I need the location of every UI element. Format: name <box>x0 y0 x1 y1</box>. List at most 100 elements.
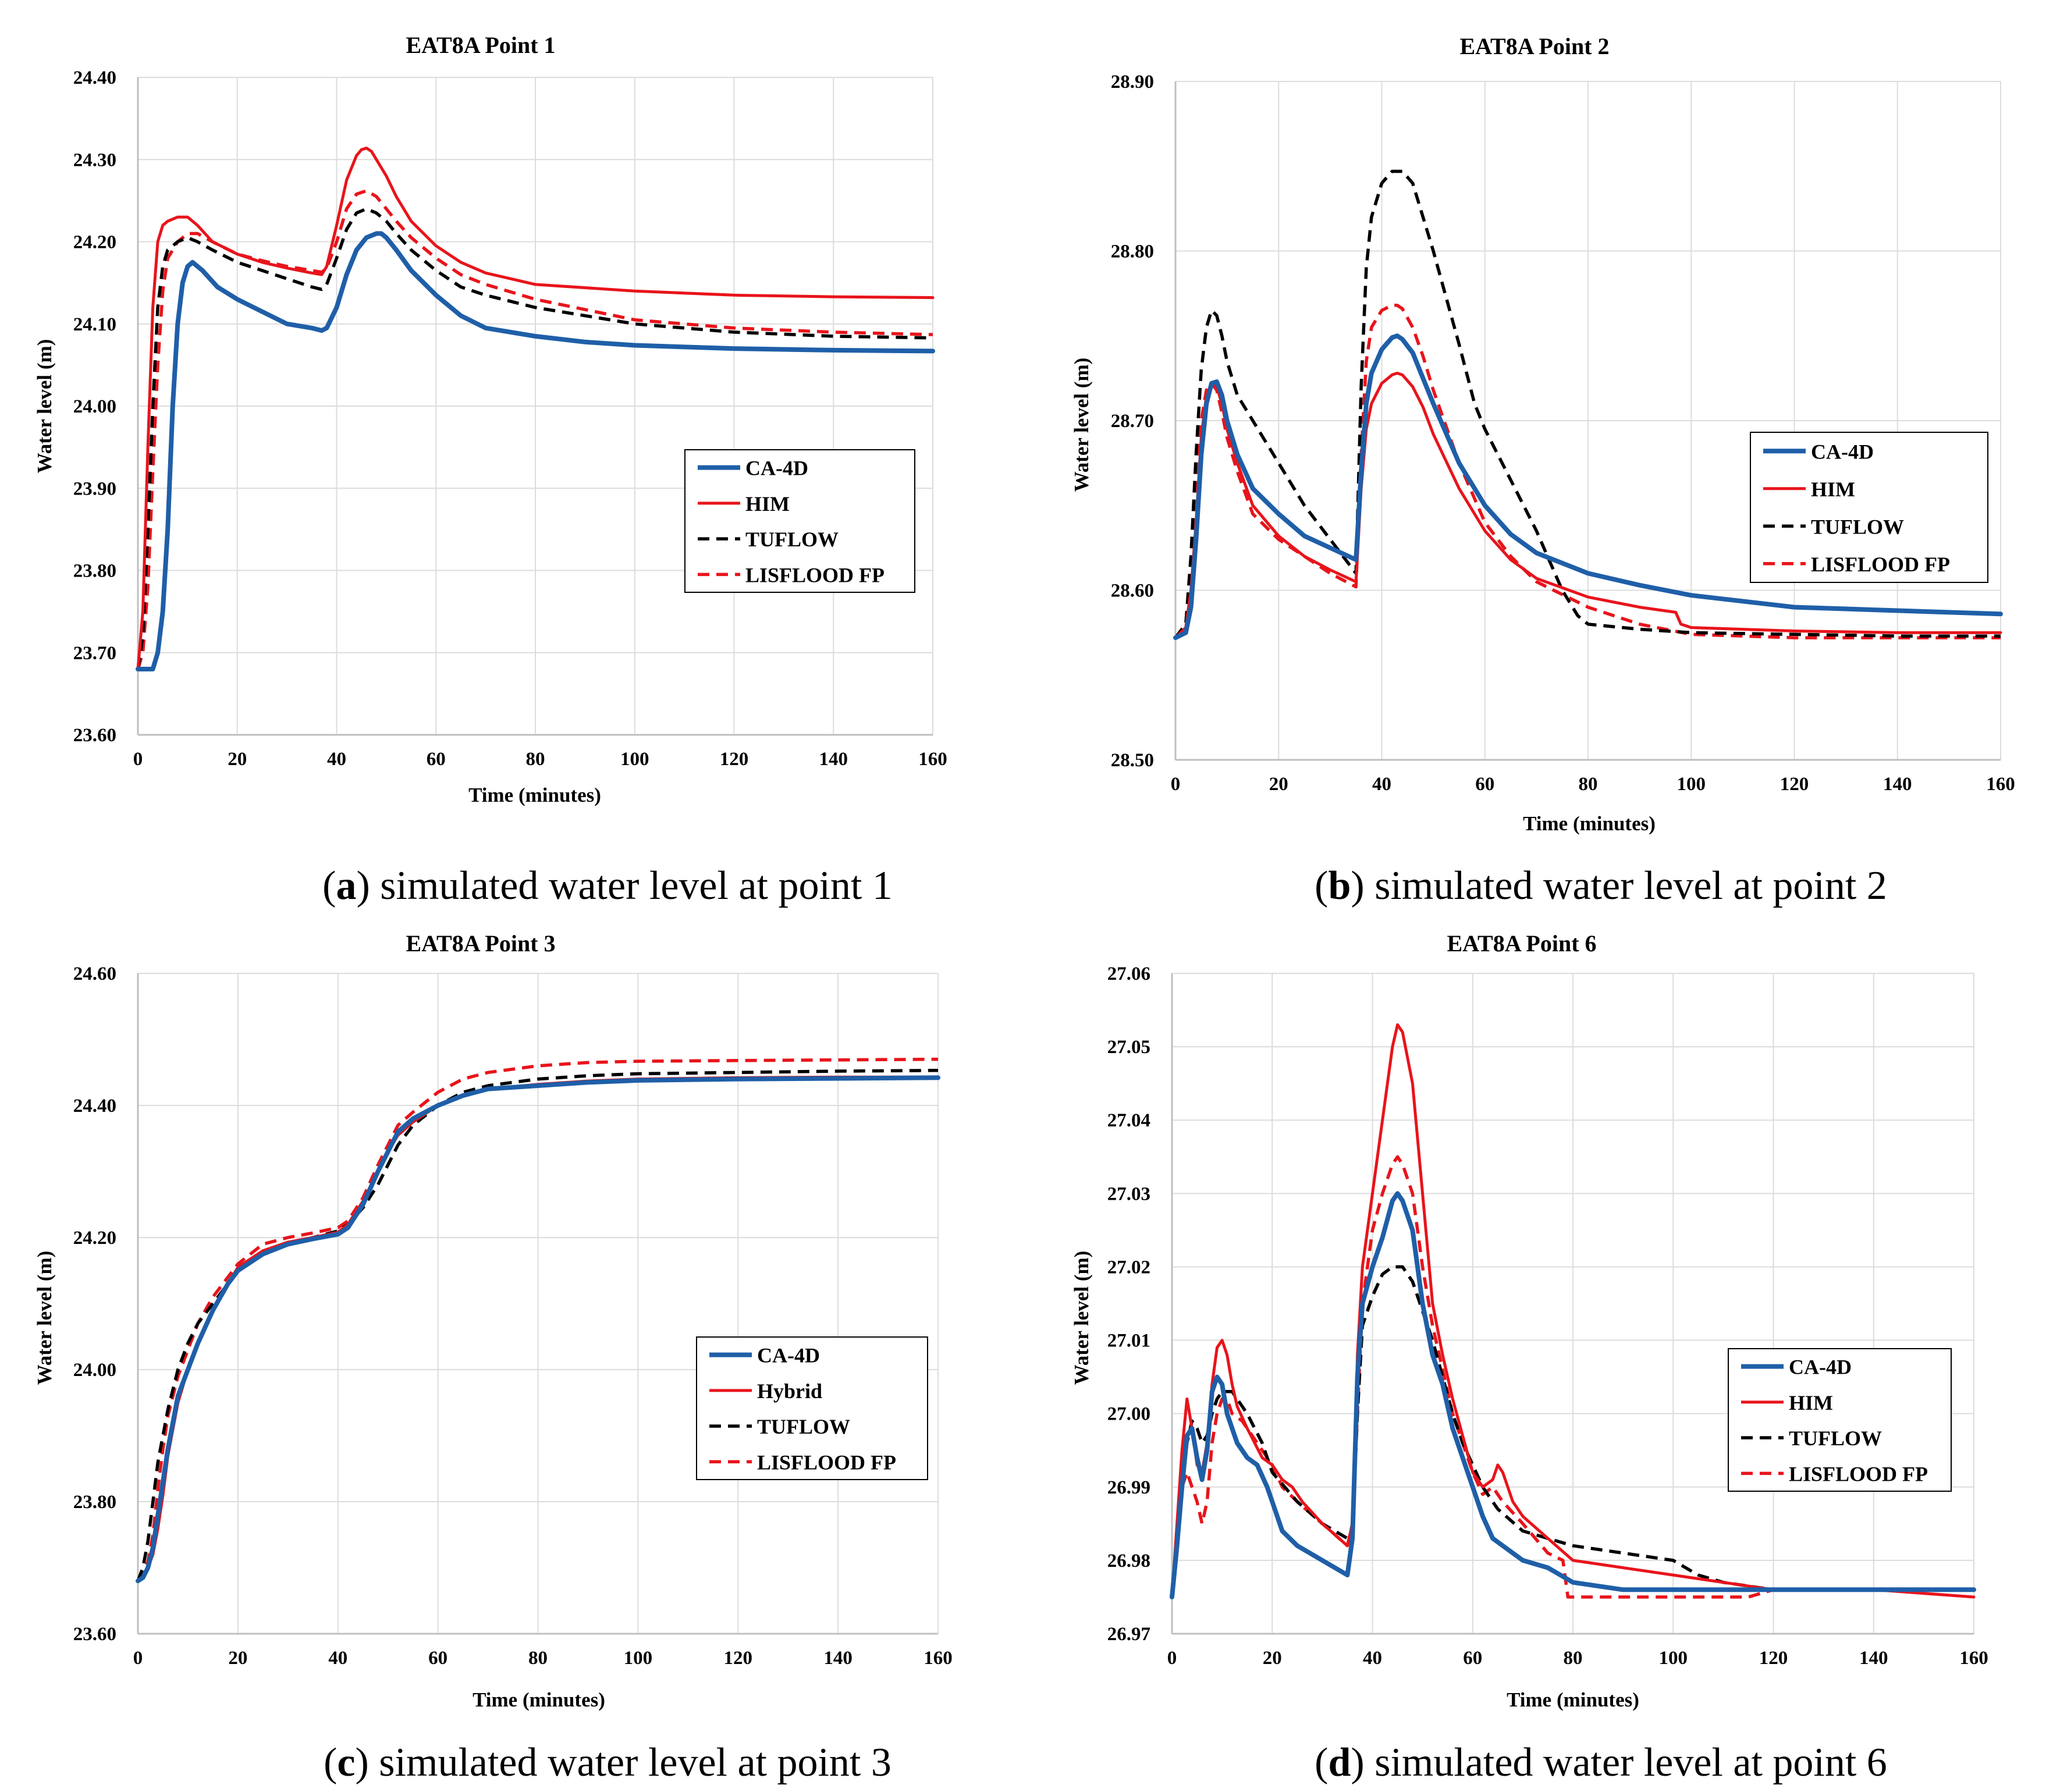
y-tick-label: 24.00 <box>73 396 116 417</box>
y-tick-label: 28.90 <box>1111 72 1154 93</box>
y-axis-label: Water level (m) <box>33 339 56 474</box>
caption: (d) simulated water level at point 6 <box>1315 1740 1887 1785</box>
chart-title: EAT8A Point 3 <box>406 930 555 957</box>
series-line-him <box>1170 1023 1976 1599</box>
legend-box <box>696 1336 928 1480</box>
y-tick-label: 24.20 <box>73 1228 116 1249</box>
caption-letter: d <box>1328 1740 1351 1785</box>
legend-label: HIM <box>745 492 790 515</box>
y-tick-label: 28.80 <box>1111 241 1154 262</box>
series-line-ca-4d <box>136 231 935 671</box>
x-tick-label: 160 <box>924 1648 953 1669</box>
x-axis-label: Time (minutes) <box>468 784 601 806</box>
x-tick-label: 80 <box>1564 1648 1583 1669</box>
series-line-tuflow <box>136 1069 939 1582</box>
y-tick-label: 26.98 <box>1107 1551 1150 1571</box>
y-tick-label: 24.10 <box>73 314 116 335</box>
chart-panel-a: EAT8A Point 1 Water level (m) Time (minu… <box>33 32 947 908</box>
legend: CA-4D HIM TUFLOW LISFLOOD FP <box>1728 1348 1952 1492</box>
y-tick-label: 23.70 <box>73 643 116 664</box>
x-tick-label: 40 <box>327 749 346 770</box>
y-tick-label: 28.60 <box>1111 581 1154 602</box>
x-tick-label: 40 <box>1372 774 1391 795</box>
chart-title: EAT8A Point 1 <box>406 32 555 58</box>
x-tick-label: 0 <box>133 749 143 770</box>
x-axis-label: Time (minutes) <box>473 1688 605 1711</box>
caption: (c) simulated water level at point 3 <box>324 1740 891 1785</box>
series-line-lisflood-fp <box>136 1057 939 1582</box>
caption-letter: a <box>336 863 356 908</box>
x-tick-label: 20 <box>1263 1648 1282 1669</box>
x-tick-label: 100 <box>1677 774 1706 795</box>
y-tick-label: 24.00 <box>73 1360 116 1381</box>
caption: (b) simulated water level at point 2 <box>1315 863 1887 908</box>
legend: CA-4D HIM TUFLOW LISFLOOD FP <box>1750 432 1988 583</box>
x-tick-label: 100 <box>1659 1648 1688 1669</box>
y-tick-label: 27.05 <box>1107 1037 1150 1058</box>
x-tick-label: 80 <box>526 749 545 770</box>
x-tick-label: 80 <box>1579 774 1598 795</box>
legend-label: CA-4D <box>1811 440 1874 463</box>
legend-box <box>1728 1348 1952 1492</box>
caption: (a) simulated water level at point 1 <box>322 863 893 908</box>
x-tick-label: 20 <box>228 1648 247 1669</box>
x-tick-label: 60 <box>428 1648 447 1669</box>
legend-label: TUFLOW <box>757 1415 850 1438</box>
y-tick-label: 23.60 <box>73 725 116 746</box>
y-tick-label: 23.80 <box>73 1492 116 1513</box>
legend: CA-4D HIM TUFLOW LISFLOOD FP <box>684 449 915 593</box>
series-line-him <box>136 147 935 671</box>
x-tick-label: 60 <box>427 749 446 770</box>
caption-letter: b <box>1328 863 1351 908</box>
y-tick-label: 24.40 <box>73 67 116 88</box>
y-tick-label: 27.04 <box>1107 1110 1150 1131</box>
y-axis-label: Water level (m) <box>33 1251 56 1385</box>
caption-text: ) simulated water level at point 1 <box>356 863 892 908</box>
y-tick-label: 26.99 <box>1107 1477 1150 1498</box>
x-tick-label: 0 <box>1167 1648 1177 1669</box>
x-tick-label: 100 <box>624 1648 653 1669</box>
caption-text: ) simulated water level at point 2 <box>1351 863 1887 908</box>
y-tick-label: 27.02 <box>1107 1257 1150 1278</box>
x-tick-label: 0 <box>1171 774 1181 795</box>
x-tick-label: 60 <box>1475 774 1494 795</box>
x-tick-label: 120 <box>1780 774 1809 795</box>
legend-label: LISFLOOD FP <box>1789 1462 1928 1485</box>
legend-label: LISFLOOD FP <box>1811 553 1950 576</box>
caption-text: ) simulated water level at point 6 <box>1351 1740 1887 1785</box>
y-tick-label: 24.30 <box>73 150 116 170</box>
legend-label: CA-4D <box>757 1344 820 1367</box>
x-tick-label: 160 <box>1986 774 2015 795</box>
y-tick-label: 27.00 <box>1107 1404 1150 1425</box>
x-tick-label: 100 <box>620 749 649 770</box>
chart-panel-d: EAT8A Point 6 Water level (m) Time (minu… <box>1070 930 1988 1785</box>
x-axis-label: Time (minutes) <box>1523 812 1656 835</box>
y-tick-label: 24.60 <box>73 963 116 984</box>
y-tick-label: 28.50 <box>1111 750 1154 771</box>
x-tick-label: 160 <box>918 749 947 770</box>
y-tick-label: 24.40 <box>73 1096 116 1117</box>
y-tick-label: 27.03 <box>1107 1183 1150 1204</box>
x-tick-label: 120 <box>1759 1648 1788 1669</box>
x-tick-label: 40 <box>328 1648 347 1669</box>
series-line-tuflow <box>136 207 933 670</box>
legend-label: HIM <box>1811 478 1855 501</box>
chart-panel-b: EAT8A Point 2 Water level (m) Time (minu… <box>1070 33 2015 908</box>
series-line-ca-4d <box>136 1075 940 1584</box>
legend-label: CA-4D <box>1789 1356 1852 1379</box>
legend-label: LISFLOOD FP <box>757 1450 896 1474</box>
series-line-ca-4d <box>1173 333 2003 641</box>
legend-box <box>684 449 915 593</box>
series-line-ca-4d <box>1170 1191 1976 1599</box>
y-tick-label: 27.01 <box>1107 1331 1150 1352</box>
x-tick-label: 20 <box>228 749 247 770</box>
x-tick-label: 140 <box>1859 1648 1888 1669</box>
x-tick-label: 80 <box>528 1648 548 1669</box>
series-line-tuflow <box>1174 169 2001 639</box>
caption-letter: c <box>337 1740 355 1785</box>
chart-title: EAT8A Point 6 <box>1447 930 1596 957</box>
legend-label: TUFLOW <box>1811 515 1904 538</box>
x-tick-label: 140 <box>819 749 848 770</box>
legend-box <box>1750 432 1988 583</box>
